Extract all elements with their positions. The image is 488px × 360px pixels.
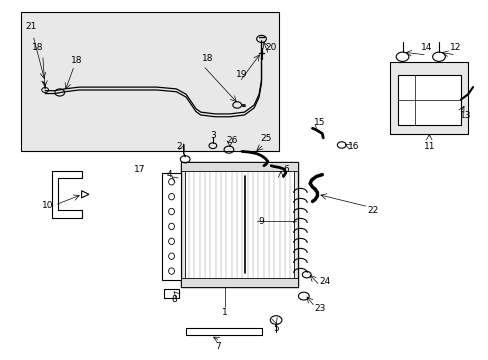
Polygon shape [81,191,89,198]
Ellipse shape [168,193,174,200]
Text: 20: 20 [265,43,276,52]
Bar [185,165,293,284]
Ellipse shape [168,223,174,230]
Text: 16: 16 [347,141,359,150]
Text: 24: 24 [319,277,330,286]
Bar [181,162,297,287]
Bar [21,12,278,152]
Text: 13: 13 [459,111,470,120]
Text: 3: 3 [209,131,215,140]
Ellipse shape [168,179,174,185]
Text: 11: 11 [423,141,434,150]
Text: 26: 26 [226,136,238,145]
Text: 21: 21 [25,22,36,31]
Bar [181,162,297,171]
Text: 18: 18 [32,43,43,52]
Bar [186,328,262,336]
Bar [162,173,181,280]
Text: 17: 17 [134,165,145,174]
Text: 15: 15 [313,118,325,127]
Text: 18: 18 [71,56,82,65]
Bar [389,62,467,134]
Text: 22: 22 [367,206,378,215]
Text: 25: 25 [260,134,271,143]
Bar [397,75,460,125]
Polygon shape [52,171,81,217]
Text: 5: 5 [273,324,279,333]
Bar [164,289,179,298]
Text: 9: 9 [258,217,264,226]
Ellipse shape [168,268,174,274]
Text: 12: 12 [449,43,461,52]
Text: 18: 18 [202,54,213,63]
Text: 23: 23 [313,304,325,313]
Ellipse shape [168,208,174,215]
Ellipse shape [168,253,174,260]
Bar [181,278,297,287]
Text: 19: 19 [236,70,247,79]
Text: 8: 8 [171,295,177,304]
Ellipse shape [168,238,174,244]
Text: 7: 7 [214,342,220,351]
Text: 1: 1 [222,308,227,317]
Text: 4: 4 [166,170,172,179]
Text: 2: 2 [176,141,182,150]
Text: 10: 10 [42,201,53,210]
Text: 14: 14 [420,43,432,52]
Text: 6: 6 [283,165,288,174]
